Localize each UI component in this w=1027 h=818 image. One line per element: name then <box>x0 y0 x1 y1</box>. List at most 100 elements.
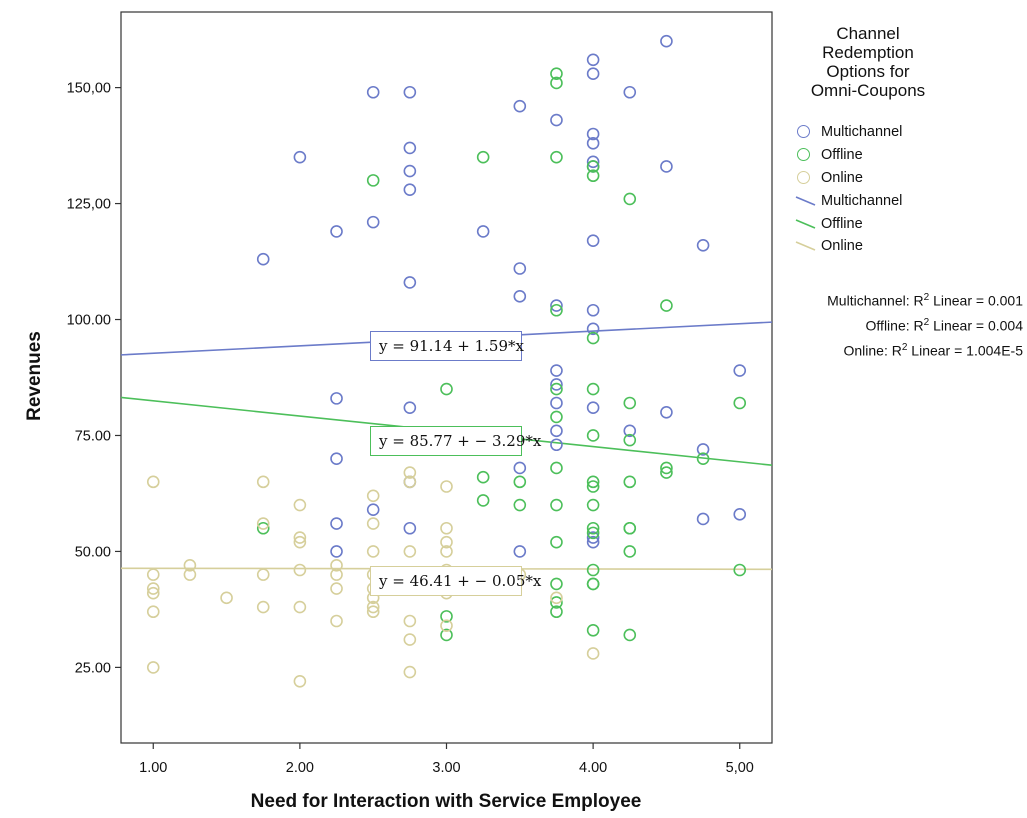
point-multichannel <box>733 364 747 377</box>
point-multichannel <box>586 127 600 141</box>
point-online <box>146 586 160 600</box>
point-multichannel <box>550 299 563 312</box>
point-offline <box>440 610 453 623</box>
point-online <box>403 466 417 479</box>
point-online <box>330 568 343 581</box>
point-offline <box>550 596 563 609</box>
legend-marker-multichannel: Multichannel <box>795 122 902 142</box>
point-online <box>183 568 197 581</box>
point-multichannel <box>550 438 563 452</box>
point-offline <box>586 498 600 512</box>
point-multichannel <box>256 252 270 266</box>
point-online <box>440 521 453 535</box>
point-online <box>366 605 380 619</box>
point-multichannel <box>586 531 600 544</box>
point-multichannel <box>513 290 527 303</box>
point-online <box>403 545 417 558</box>
point-offline <box>586 382 600 396</box>
legend-marker-offline: Offline <box>795 145 863 165</box>
point-offline <box>476 470 490 484</box>
point-offline <box>586 160 600 173</box>
point-online <box>146 475 160 489</box>
y-axis-title: Revenues <box>24 331 45 421</box>
point-online <box>330 559 343 572</box>
point-offline <box>513 498 527 512</box>
legend-line-swatch <box>795 191 817 211</box>
point-multichannel <box>403 85 417 99</box>
point-multichannel <box>550 424 563 438</box>
x-axis-title: Need for Interaction with Service Employ… <box>250 791 642 812</box>
point-offline <box>550 382 563 396</box>
point-multichannel <box>586 234 600 247</box>
point-online <box>293 675 307 688</box>
x-tick-label: 5,00 <box>726 760 754 776</box>
point-online <box>293 535 307 549</box>
point-offline <box>586 429 600 442</box>
y-tick-label: 50.00 <box>75 544 111 560</box>
legend-label: Multichannel <box>821 193 903 209</box>
point-multichannel <box>330 225 343 238</box>
point-multichannel <box>586 67 600 80</box>
point-multichannel <box>696 239 710 252</box>
point-multichannel <box>586 155 600 169</box>
point-online <box>440 545 453 558</box>
point-multichannel <box>366 215 380 229</box>
point-offline <box>256 521 270 535</box>
point-multichannel <box>513 99 527 113</box>
point-multichannel <box>586 322 600 336</box>
legend-line-multichannel: Multichannel <box>795 191 902 211</box>
point-online <box>440 535 453 549</box>
point-offline <box>586 169 600 183</box>
point-offline <box>623 192 637 206</box>
point-offline <box>550 410 563 424</box>
x-tick-label: 1.00 <box>139 760 167 776</box>
equation-text: y = 85.77 + − 3.29*x <box>379 432 542 450</box>
point-online <box>183 559 197 572</box>
y-tick-label: 75.00 <box>75 428 111 444</box>
point-offline <box>623 396 637 410</box>
point-offline <box>550 577 563 591</box>
point-offline <box>586 623 600 637</box>
legend-label: Online <box>821 170 863 186</box>
legend-label: Offline <box>821 147 863 163</box>
point-multichannel <box>660 34 673 48</box>
point-multichannel <box>513 545 527 558</box>
point-online <box>146 661 160 674</box>
equation-text: y = 91.14 + 1.59*x <box>379 337 524 355</box>
point-multichannel <box>696 512 710 526</box>
point-multichannel <box>550 396 563 410</box>
point-online <box>256 600 270 614</box>
legend-circle-swatch <box>795 122 817 142</box>
point-offline <box>586 331 600 345</box>
point-offline <box>550 303 563 317</box>
legend-label: Online <box>821 238 863 254</box>
y-axis: 25.00 50.00 75.00 100.00 125,00 150,00 <box>67 81 121 676</box>
point-offline <box>586 480 600 493</box>
point-offline <box>586 526 600 540</box>
point-online <box>586 647 600 660</box>
point-multichannel <box>330 392 343 405</box>
point-offline <box>586 521 600 535</box>
point-offline <box>660 299 673 312</box>
point-online <box>330 582 343 595</box>
legend-title: Channel Redemption Options for Omni-Coup… <box>810 24 926 100</box>
point-multichannel <box>403 521 417 535</box>
point-offline <box>550 76 563 90</box>
point-multichannel <box>366 85 380 99</box>
point-offline <box>366 174 380 187</box>
point-multichannel <box>586 535 600 549</box>
point-multichannel <box>476 225 490 238</box>
x-axis: 1.00 2.00 3.00 4.00 5,00 <box>139 743 754 776</box>
point-multichannel <box>550 113 563 127</box>
point-online <box>330 614 343 628</box>
point-offline <box>550 498 563 512</box>
legend-circle-swatch <box>795 168 817 188</box>
legend-line-offline: Offline <box>795 214 863 234</box>
point-multichannel <box>660 160 673 173</box>
point-online <box>366 545 380 558</box>
equation-text: y = 46.41 + − 0.05*x <box>379 572 542 590</box>
point-multichannel <box>513 461 527 475</box>
point-multichannel <box>403 401 417 414</box>
point-offline <box>440 628 453 642</box>
